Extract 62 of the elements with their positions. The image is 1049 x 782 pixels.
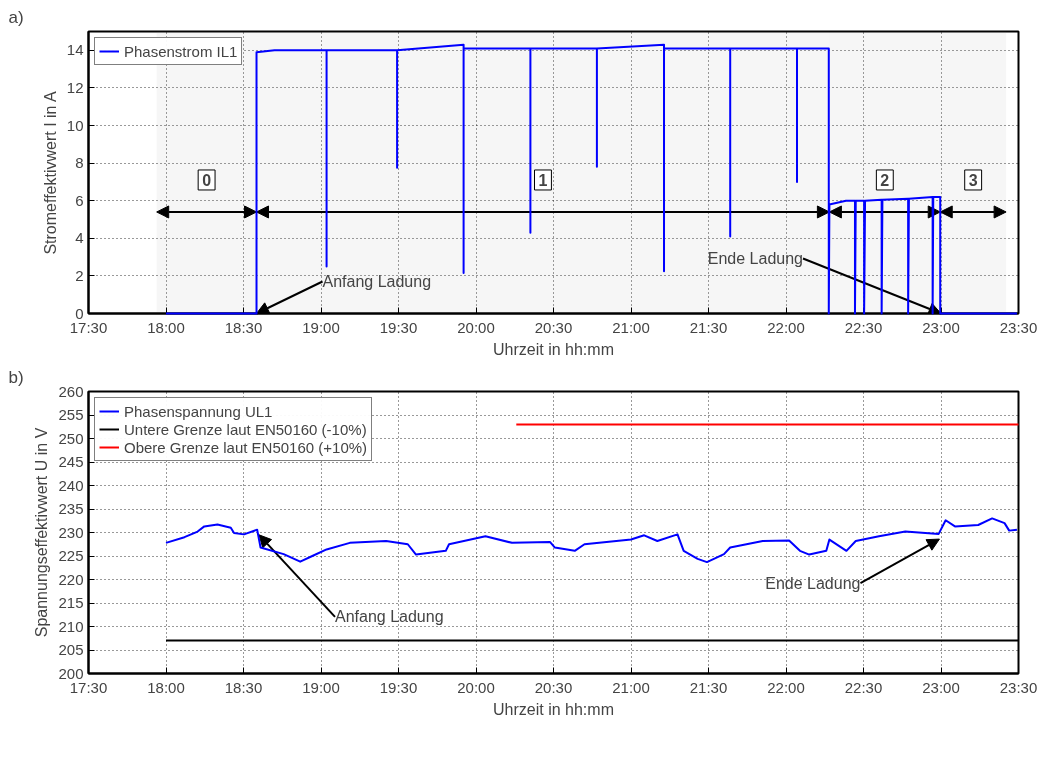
y-tick-label: 245	[58, 453, 84, 470]
chart-title: a)	[8, 7, 24, 27]
y-tick-label: 8	[75, 154, 84, 172]
x-tick-label: 21:30	[689, 678, 728, 696]
x-tick-label: 18:00	[147, 678, 185, 696]
x-tick-label: 20:00	[457, 678, 495, 696]
x-tick-label: 21:30	[689, 318, 728, 336]
x-tick-label: 20:30	[534, 678, 573, 696]
legend-label: Obere Grenze laut EN50160 (+10%)	[124, 438, 368, 456]
legend-label: Phasenspannung UL1	[124, 402, 273, 420]
x-tick-label: 18:00	[147, 318, 185, 336]
x-tick-label: 19:30	[379, 678, 418, 696]
annotation: Ende Ladung	[765, 574, 861, 592]
y-tick-label: 240	[58, 476, 84, 494]
x-tick-label: 23:30	[999, 318, 1038, 336]
y-tick-label: 205	[58, 641, 84, 658]
line-series	[165, 517, 1018, 564]
legend-label: Phasenstrom IL1	[124, 42, 238, 60]
y-axis-title: Spannungseffektivwert U in V	[33, 427, 51, 638]
x-tick-label: 21:00	[612, 318, 650, 336]
x-tick-label: 23:30	[999, 678, 1038, 696]
y-tick-label: 4	[75, 229, 84, 247]
y-tick-label: 260	[58, 382, 84, 400]
x-tick-label: 23:00	[922, 678, 960, 696]
y-tick-label: 6	[75, 191, 84, 209]
x-tick-label: 22:30	[844, 318, 883, 336]
band-label: 0	[202, 171, 212, 189]
y-tick-label: 14	[66, 41, 84, 59]
x-tick-label: 18:30	[224, 678, 263, 696]
x-tick-label: 20:00	[457, 318, 495, 336]
y-axis-title: Stromeffektivwert I in A	[41, 90, 59, 255]
y-tick-label: 250	[58, 429, 84, 447]
annotation: Ende Ladung	[707, 250, 803, 267]
x-tick-label: 21:00	[612, 678, 650, 696]
x-tick-label: 19:00	[302, 318, 340, 336]
y-tick-label: 210	[58, 617, 84, 635]
y-tick-label: 215	[58, 594, 84, 611]
x-tick-label: 19:00	[302, 678, 340, 696]
x-tick-label: 23:00	[922, 318, 960, 336]
y-tick-label: 230	[58, 523, 84, 541]
x-tick-label: 18:30	[224, 318, 263, 336]
y-tick-label: 225	[58, 547, 84, 564]
y-tick-label: 12	[66, 78, 84, 96]
annotation: Anfang Ladung	[335, 608, 444, 626]
x-tick-label: 22:00	[767, 678, 805, 696]
x-tick-label: 22:30	[844, 678, 883, 696]
y-tick-label: 220	[58, 570, 84, 588]
legend-label: Untere Grenze laut EN50160 (-10%)	[124, 420, 367, 438]
x-axis-title: Uhrzeit in hh:mm	[493, 700, 614, 718]
y-tick-label: 2	[75, 266, 84, 284]
band-label: 3	[968, 171, 978, 189]
x-tick-label: 20:30	[534, 318, 573, 336]
band-label: 2	[880, 171, 890, 189]
y-tick-label: 10	[66, 116, 84, 134]
x-tick-label: 22:00	[767, 318, 805, 336]
y-tick-label: 255	[58, 406, 84, 423]
x-tick-label: 19:30	[379, 318, 418, 336]
x-axis-title: Uhrzeit in hh:mm	[493, 340, 614, 358]
y-tick-label: 235	[58, 500, 84, 517]
annotation: Anfang Ladung	[322, 273, 432, 290]
band-label: 1	[538, 171, 548, 189]
chart-title: b)	[8, 367, 24, 387]
